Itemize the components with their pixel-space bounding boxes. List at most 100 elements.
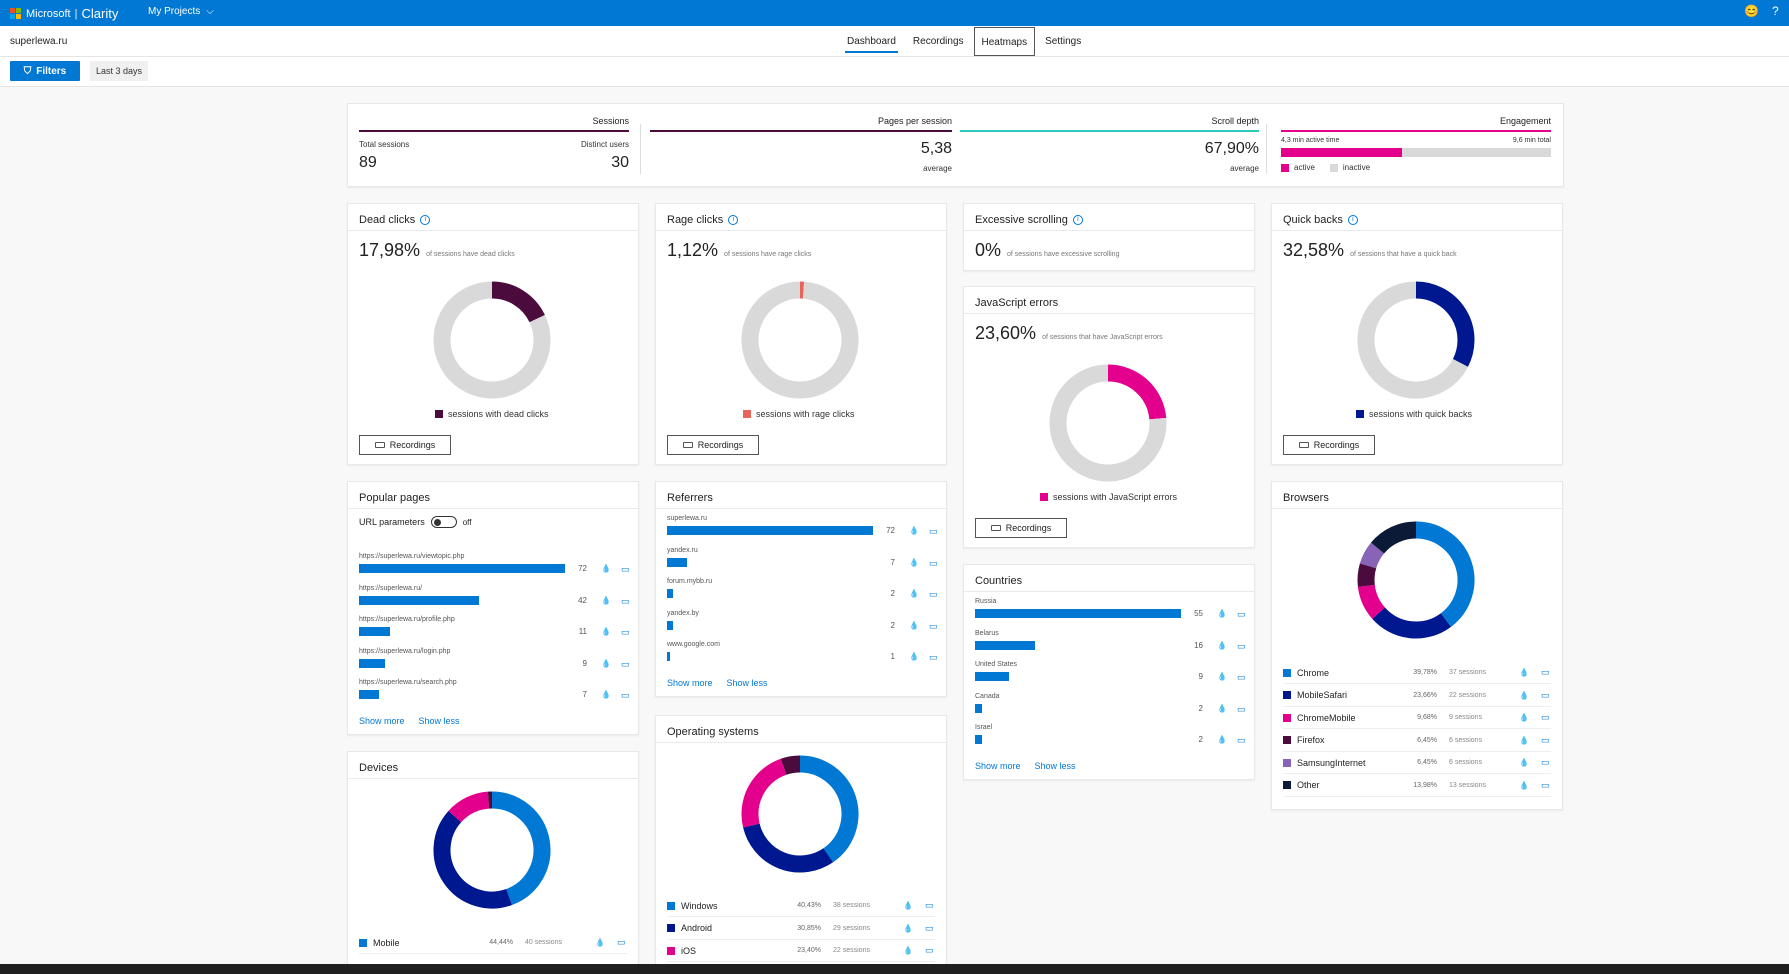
tab-recordings[interactable]: Recordings [912, 36, 964, 47]
bar-label[interactable]: Israel [975, 724, 993, 731]
bar-label[interactable]: yandex.by [667, 609, 699, 617]
recording-icon[interactable]: ▭ [616, 937, 626, 947]
recording-icon[interactable]: ▭ [621, 627, 630, 637]
help-icon[interactable]: ? [1772, 4, 1779, 18]
site-name: superlewa.ru [10, 36, 68, 47]
bar-label[interactable]: https://superlewa.ru/search.php [359, 679, 457, 686]
recording-icon[interactable]: ▭ [1540, 779, 1550, 790]
heatmap-icon[interactable]: 💧 [903, 901, 913, 910]
bar-label[interactable]: Russia [975, 598, 997, 605]
recording-icon[interactable]: ▭ [929, 526, 938, 536]
bar-label[interactable]: Belarus [975, 629, 999, 637]
heatmap-icon[interactable]: 💧 [601, 690, 611, 699]
heatmap-icon[interactable]: 💧 [601, 658, 611, 668]
show-less-link[interactable]: Show less [1034, 761, 1076, 771]
legend-sessions: 9 sessions [1449, 714, 1483, 721]
recording-icon[interactable]: ▭ [924, 900, 934, 910]
projects-menu[interactable]: My Projects ⌵ [148, 6, 214, 17]
recording-icon[interactable]: ▭ [1237, 672, 1246, 682]
quick-backs-recordings-button[interactable]: Recordings [1283, 435, 1375, 455]
recording-icon[interactable]: ▭ [1237, 609, 1246, 619]
recording-icon[interactable]: ▭ [1540, 712, 1550, 722]
info-icon[interactable]: i [728, 215, 739, 225]
bar-label[interactable]: forum.mybb.ru [667, 578, 713, 585]
heatmap-icon[interactable]: 💧 [1519, 713, 1529, 722]
recording-icon[interactable]: ▭ [1540, 667, 1550, 677]
recording-icon[interactable]: ▭ [621, 564, 630, 574]
dead-clicks-legend: sessions with dead clicks [435, 409, 549, 419]
feedback-smiley-icon[interactable]: 😊 [1744, 4, 1759, 18]
show-less-link[interactable]: Show less [726, 678, 768, 688]
recording-icon[interactable]: ▭ [1237, 735, 1246, 745]
info-icon[interactable]: i [1072, 215, 1083, 225]
countries-links: Show more Show less [975, 761, 1076, 771]
recording-icon[interactable]: ▭ [924, 922, 934, 933]
js-errors-pct: 23,60% [975, 323, 1037, 343]
heatmap-icon[interactable]: 💧 [1519, 758, 1529, 767]
filters-button[interactable]: ⛉ Filters [10, 61, 80, 81]
dead-clicks-recordings-button[interactable]: Recordings [359, 435, 451, 455]
brand[interactable]: Microsoft | Clarity [10, 6, 118, 21]
info-icon[interactable]: i [1347, 215, 1358, 225]
js-errors-recordings-button[interactable]: Recordings [975, 518, 1067, 538]
heatmap-icon[interactable]: 💧 [1217, 609, 1227, 618]
bar-label[interactable]: https://superlewa.ru/login.php [359, 647, 451, 655]
heatmap-icon[interactable]: 💧 [1217, 703, 1227, 713]
recording-icon[interactable]: ▭ [621, 690, 630, 700]
recording-icon[interactable]: ▭ [929, 620, 938, 631]
bar-label[interactable]: https://superlewa.ru/profile.php [359, 616, 455, 623]
recording-icon[interactable]: ▭ [1540, 734, 1550, 745]
recording-icon[interactable]: ▭ [924, 945, 934, 955]
heatmap-icon[interactable]: 💧 [1519, 780, 1529, 790]
recording-icon[interactable]: ▭ [1540, 757, 1550, 767]
heatmap-icon[interactable]: 💧 [1217, 672, 1227, 681]
heatmap-icon[interactable]: 💧 [595, 938, 605, 947]
date-range-button[interactable]: Last 3 days [90, 61, 149, 81]
bar-label[interactable]: United States [975, 661, 1018, 668]
show-less-link[interactable]: Show less [418, 716, 460, 726]
recording-icon[interactable]: ▭ [1540, 689, 1550, 700]
excessive-scrolling-title: Excessive scrolling [975, 214, 1068, 226]
recording-icon[interactable]: ▭ [621, 595, 630, 606]
heatmap-icon[interactable]: 💧 [909, 652, 919, 661]
recording-icon[interactable]: ▭ [929, 589, 938, 599]
recording-icon[interactable]: ▭ [929, 652, 938, 662]
heatmap-icon[interactable]: 💧 [601, 595, 611, 605]
heatmap-icon[interactable]: 💧 [1519, 668, 1529, 677]
heatmap-icon[interactable]: 💧 [601, 627, 611, 636]
url-parameters-toggle[interactable] [430, 516, 457, 528]
heatmap-icon[interactable]: 💧 [1217, 735, 1227, 744]
recording-icon[interactable]: ▭ [929, 557, 938, 568]
heatmap-icon[interactable]: 💧 [1217, 640, 1227, 650]
legend-percent: 40,43% [797, 902, 821, 909]
recording-icon[interactable]: ▭ [621, 658, 630, 669]
tab-heatmaps[interactable]: Heatmaps [973, 27, 1036, 56]
heatmap-icon[interactable]: 💧 [1519, 690, 1529, 700]
show-more-link[interactable]: Show more [975, 761, 1021, 771]
heatmap-icon[interactable]: 💧 [1519, 735, 1529, 745]
show-more-link[interactable]: Show more [667, 678, 713, 688]
info-icon[interactable]: i [420, 215, 431, 225]
heatmap-icon[interactable]: 💧 [909, 589, 919, 598]
bar-label[interactable]: superlewa.ru [667, 515, 708, 522]
rage-clicks-recordings-button[interactable]: Recordings [667, 435, 759, 455]
heatmap-icon[interactable]: 💧 [903, 923, 913, 933]
bar-value: 72 [886, 526, 895, 535]
show-more-link[interactable]: Show more [359, 716, 405, 726]
bar-label[interactable]: www.google.com [667, 641, 720, 648]
bar-label[interactable]: Canada [975, 692, 1000, 700]
heatmap-icon[interactable]: 💧 [909, 557, 919, 567]
device-0-slice [433, 810, 513, 909]
scroll-depth-sub: average [1230, 164, 1259, 173]
heatmap-icon[interactable]: 💧 [601, 564, 611, 573]
tab-dashboard[interactable]: Dashboard [840, 26, 903, 57]
bar-label[interactable]: yandex.ru [667, 546, 698, 554]
heatmap-icon[interactable]: 💧 [909, 526, 919, 535]
tab-settings[interactable]: Settings [1045, 36, 1082, 47]
heatmap-icon[interactable]: 💧 [903, 946, 913, 955]
bar-label[interactable]: https://superlewa.ru/ [359, 584, 423, 592]
recording-icon[interactable]: ▭ [1237, 703, 1246, 714]
recording-icon[interactable]: ▭ [1237, 640, 1246, 651]
heatmap-icon[interactable]: 💧 [909, 620, 919, 630]
bar-label[interactable]: https://superlewa.ru/viewtopic.php [359, 553, 465, 560]
